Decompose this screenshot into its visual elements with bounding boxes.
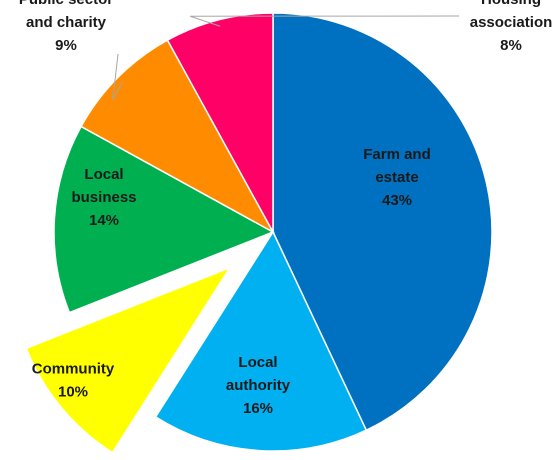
category-label: business bbox=[71, 189, 136, 206]
category-label: Local bbox=[238, 354, 277, 371]
category-label: Community bbox=[32, 361, 115, 378]
slice-farm-and-estate bbox=[272, 12, 493, 432]
value-label: 9% bbox=[55, 37, 77, 54]
label-public-sector-and-charity: Public sector and charity 9% bbox=[19, 0, 113, 54]
label-local-business: Local business 14% bbox=[71, 166, 136, 229]
category-label: and charity bbox=[26, 14, 107, 31]
value-label: 43% bbox=[382, 192, 412, 209]
category-label: estate bbox=[375, 169, 418, 186]
slice-labels: Farm and estate 43% Local authority 16% Commun… bbox=[19, 0, 552, 417]
value-label: 10% bbox=[58, 384, 88, 401]
label-farm-and-estate: Farm and estate 43% bbox=[363, 146, 431, 209]
category-label: Public sector bbox=[19, 0, 113, 8]
label-housing-association: Housing association 8% bbox=[470, 0, 553, 54]
value-label: 16% bbox=[243, 400, 273, 417]
category-label: Housing bbox=[481, 0, 541, 8]
label-local-authority: Local authority 16% bbox=[226, 354, 291, 417]
category-label: Farm and bbox=[363, 146, 431, 163]
leader-line-housing-association bbox=[190, 15, 460, 27]
pie-slices bbox=[25, 12, 493, 454]
category-label: Local bbox=[84, 166, 123, 183]
slice-local-authority bbox=[154, 230, 368, 452]
slice-public-sector-and-charity bbox=[80, 39, 275, 234]
slice-local-business bbox=[53, 125, 275, 314]
category-label: association bbox=[470, 14, 553, 31]
leader-line-public-sector-and-charity bbox=[112, 53, 124, 101]
slice-housing-association bbox=[166, 12, 274, 233]
leader-lines bbox=[112, 15, 460, 101]
slice-community bbox=[25, 266, 232, 454]
category-label: authority bbox=[226, 377, 291, 394]
label-community: Community 10% bbox=[32, 361, 115, 401]
value-label: 14% bbox=[89, 212, 119, 229]
value-label: 8% bbox=[500, 37, 522, 54]
